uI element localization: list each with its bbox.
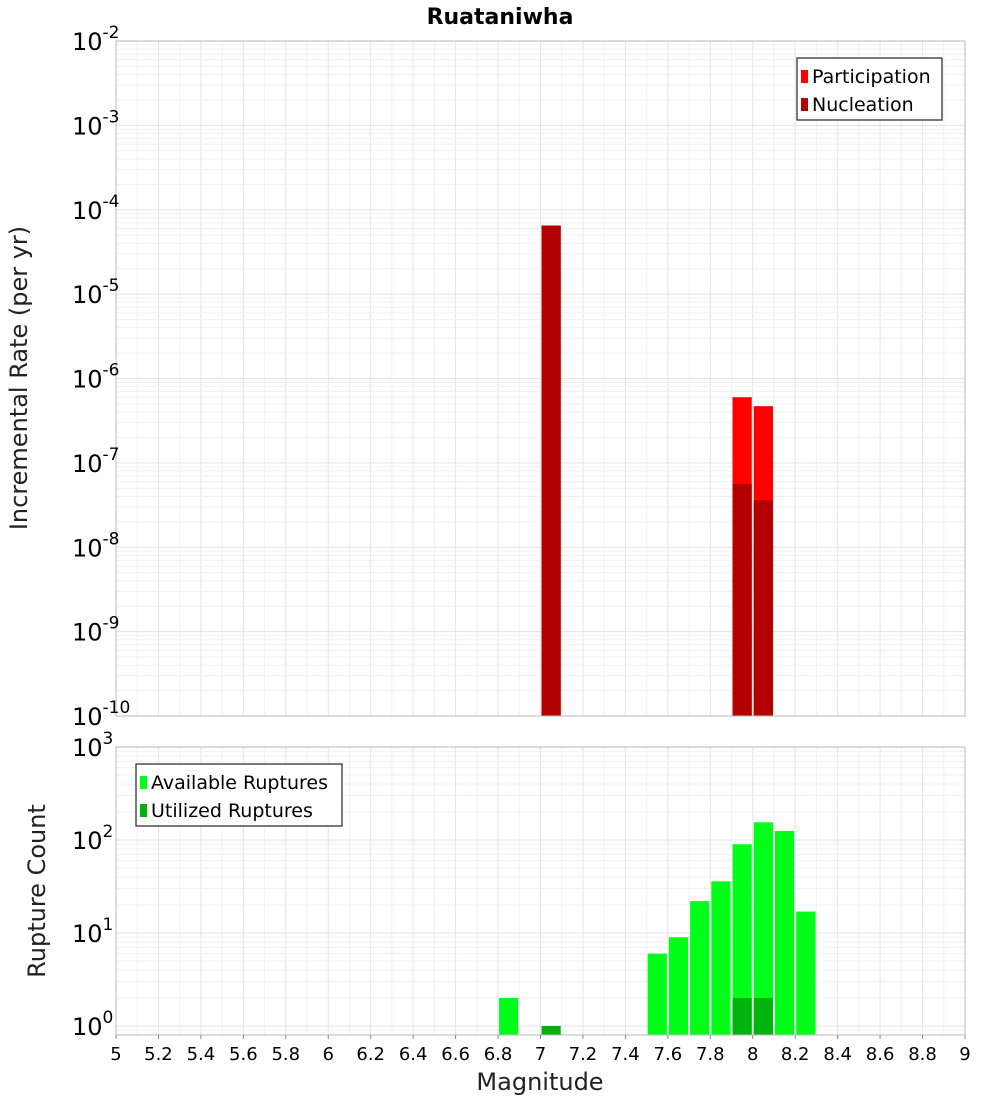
bar-available-ruptures bbox=[668, 937, 689, 1035]
bar-available-ruptures bbox=[690, 901, 710, 1035]
x-tick-label: 6.2 bbox=[356, 1044, 385, 1065]
y-tick-label: 10-4 bbox=[72, 192, 120, 225]
legend-swatch bbox=[140, 776, 147, 789]
rate-panel-grid bbox=[115, 40, 966, 717]
bar-nucleation bbox=[541, 225, 561, 716]
x-tick-label: 7.6 bbox=[654, 1044, 683, 1065]
legend-box bbox=[796, 57, 943, 121]
count-panel-y-ticks: 100 101 102 103 bbox=[72, 729, 113, 1041]
rate-panel-y-ticks: 10-10 10-9 10-8 10-7 10-6 10-5 10-4 10-3 10-2 bbox=[72, 23, 130, 731]
bar-utilized-ruptures bbox=[541, 1025, 561, 1035]
x-tick-label: 7 bbox=[535, 1044, 546, 1065]
x-tick-label: 9 bbox=[959, 1044, 970, 1065]
y-tick-label: 10-6 bbox=[72, 361, 120, 394]
legend-entry: Participation bbox=[812, 66, 931, 88]
legend-swatch bbox=[140, 804, 147, 817]
bar-available-ruptures bbox=[796, 911, 816, 1035]
x-tick-label: 8.2 bbox=[781, 1044, 810, 1065]
y-tick-label: 10-8 bbox=[72, 529, 120, 562]
bar-utilized-ruptures bbox=[753, 997, 773, 1035]
y-tick-label: 10-9 bbox=[72, 614, 120, 647]
y-tick-label: 103 bbox=[72, 729, 113, 762]
bar-available-ruptures bbox=[774, 830, 795, 1035]
x-tick-label: 7.2 bbox=[569, 1044, 598, 1065]
rate-legend: Participation Nucleation bbox=[796, 57, 943, 121]
bar-available-ruptures bbox=[647, 953, 667, 1035]
x-tick-label: 8 bbox=[747, 1044, 758, 1065]
legend-entry: Nucleation bbox=[812, 94, 914, 116]
legend-entry: Available Ruptures bbox=[151, 772, 328, 794]
x-axis-label: Magnitude bbox=[476, 1068, 603, 1096]
rate-panel-bars bbox=[541, 225, 773, 716]
y-tick-label: 102 bbox=[72, 822, 113, 855]
bar-available-ruptures bbox=[499, 997, 519, 1035]
legend-swatch bbox=[801, 98, 808, 111]
rate-panel: 10-10 10-9 10-8 10-7 10-6 10-5 10-4 10-3 10-2 In… bbox=[5, 23, 966, 731]
x-tick-label: 5.6 bbox=[229, 1044, 258, 1065]
x-tick-label: 8.8 bbox=[908, 1044, 937, 1065]
y-tick-label: 100 bbox=[72, 1008, 113, 1041]
chart-title: Ruataniwha bbox=[427, 5, 574, 30]
rate-panel-frame bbox=[115, 40, 966, 717]
count-panel-x-ticks: 5 5.2 5.4 5.6 5.8 6 6.2 6.4 6.6 6.8 7 7.2 7.4 7.6 7.8 8… bbox=[110, 1035, 971, 1065]
x-tick-label: 5.2 bbox=[144, 1044, 173, 1065]
bar-utilized-ruptures bbox=[732, 997, 752, 1035]
bar-nucleation bbox=[732, 484, 752, 716]
bar-available-ruptures bbox=[732, 844, 752, 1035]
y-tick-label: 10-7 bbox=[72, 445, 120, 478]
x-tick-label: 6.8 bbox=[484, 1044, 513, 1065]
count-panel-bars bbox=[499, 822, 816, 1035]
x-tick-label: 7.8 bbox=[696, 1044, 725, 1065]
rate-y-axis-label: Incremental Rate (per yr) bbox=[5, 226, 33, 530]
bar-nucleation bbox=[753, 500, 773, 716]
legend-entry: Utilized Ruptures bbox=[151, 800, 313, 822]
y-tick-label: 10-3 bbox=[72, 107, 120, 140]
y-tick-label: 10-2 bbox=[72, 23, 120, 56]
y-tick-label: 10-5 bbox=[72, 276, 120, 309]
legend-swatch bbox=[801, 70, 808, 83]
count-y-axis-label: Rupture Count bbox=[23, 804, 51, 978]
x-tick-label: 6.6 bbox=[441, 1044, 470, 1065]
x-tick-label: 5 bbox=[110, 1044, 121, 1065]
y-tick-label: 10-10 bbox=[72, 698, 130, 731]
x-tick-label: 5.4 bbox=[187, 1044, 216, 1065]
x-tick-label: 7.4 bbox=[611, 1044, 640, 1065]
y-tick-label: 101 bbox=[72, 915, 113, 948]
x-tick-label: 8.6 bbox=[866, 1044, 895, 1065]
bar-available-ruptures bbox=[711, 881, 731, 1035]
bar-available-ruptures bbox=[753, 822, 773, 1035]
count-panel: 100 101 102 103 5 5.2 5.4 5.6 5.8 6 6.2 6.4 6.6 6.8 7… bbox=[23, 729, 971, 1096]
x-tick-label: 6 bbox=[323, 1044, 334, 1065]
x-tick-label: 5.8 bbox=[271, 1044, 300, 1065]
x-tick-label: 6.4 bbox=[399, 1044, 428, 1065]
legend-box bbox=[135, 763, 343, 827]
count-legend: Available Ruptures Utilized Ruptures bbox=[135, 763, 343, 827]
x-tick-label: 8.4 bbox=[823, 1044, 852, 1065]
